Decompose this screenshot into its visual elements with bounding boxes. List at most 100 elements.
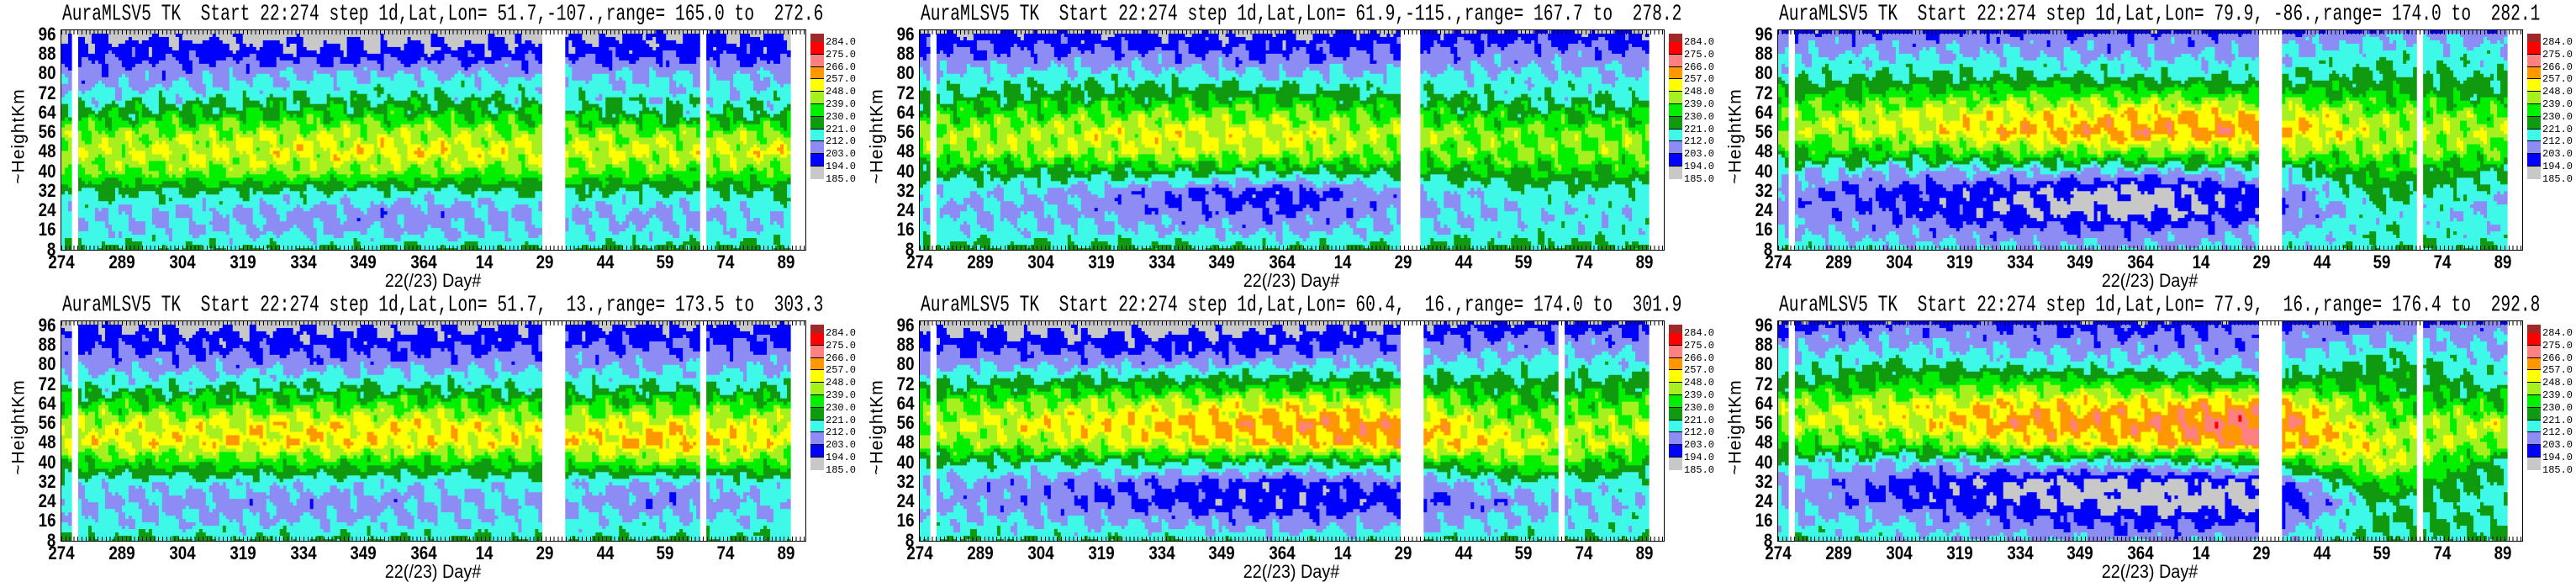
contour-cell: [538, 164, 542, 168]
contour-cell: [427, 137, 439, 142]
contour-cell: [1107, 66, 1119, 71]
contour-cell: [461, 235, 479, 239]
contour-cell: [296, 137, 304, 142]
contour-cell: [1622, 53, 1626, 58]
contour-cell: [582, 151, 593, 156]
contour-cell: [575, 110, 579, 115]
contour-cell: [736, 43, 741, 48]
contour-cell: [77, 97, 82, 102]
contour-cell: [242, 93, 247, 98]
contour-cell: [565, 208, 573, 212]
contour-cell: [720, 194, 731, 198]
colorbar-swatch: [810, 129, 824, 142]
contour-cell: [343, 235, 385, 239]
contour-cell: [780, 201, 788, 205]
contour-cell: [1343, 70, 1364, 75]
contour-cell: [333, 164, 341, 168]
contour-cell: [330, 93, 351, 98]
contour-cell: [1632, 100, 1650, 105]
contour-cell: [622, 221, 630, 225]
contour-cell: [491, 73, 536, 78]
contour-cell: [350, 97, 355, 102]
contour-cell: [582, 107, 593, 112]
contour-cell: [1067, 90, 1072, 95]
contour-cell: [652, 151, 657, 156]
contour-cell: [706, 73, 710, 78]
contour-cell: [61, 218, 72, 222]
contour-cell: [1168, 36, 1206, 41]
y-tick-label: 64: [38, 103, 55, 122]
contour-cell: [565, 43, 569, 48]
contour-cell: [296, 100, 301, 105]
contour-cell: [720, 56, 737, 61]
contour-cell: [424, 120, 429, 125]
contour-cell: [710, 110, 724, 115]
contour-cell: [716, 140, 727, 146]
contour-cell: [1477, 97, 1488, 102]
contour-cell: [340, 157, 351, 161]
contour-cell: [343, 188, 348, 192]
contour-cell: [1312, 33, 1331, 38]
contour-cell: [390, 93, 412, 98]
contour-cell: [609, 194, 623, 198]
contour-cell: [104, 177, 119, 182]
contour-cell: [434, 93, 449, 98]
contour-cell: [1390, 46, 1401, 51]
contour-cell: [649, 231, 653, 235]
contour-cell: [330, 151, 341, 156]
contour-cell: [1185, 100, 1193, 105]
contour-cell: [1168, 66, 1176, 71]
contour-cell: [1433, 43, 1441, 48]
contour-cell: [222, 214, 227, 219]
contour-cell: [1444, 70, 1465, 75]
contour-cell: [222, 188, 237, 192]
contour-cell: [1427, 50, 1431, 55]
contour-cell: [1185, 33, 1193, 38]
contour-cell: [484, 144, 489, 149]
contour-cell: [289, 114, 294, 119]
contour-cell: [763, 107, 771, 112]
contour-cell: [151, 147, 170, 152]
contour-cell: [578, 127, 589, 132]
contour-cell: [108, 228, 113, 232]
contour-cell: [114, 161, 123, 165]
contour-cell: [649, 164, 653, 168]
contour-cell: [990, 63, 1008, 68]
contour-cell: [1376, 97, 1387, 102]
contour-cell: [286, 40, 304, 45]
contour-cell: [923, 70, 931, 75]
contour-cell: [356, 188, 378, 192]
contour-cell: [1598, 70, 1616, 75]
contour-cell: [642, 188, 657, 192]
contour-cell: [370, 70, 378, 75]
contour-cell: [568, 33, 583, 38]
contour-cell: [676, 100, 680, 105]
contour-cell: [61, 43, 72, 48]
contour-cell: [195, 114, 203, 119]
contour-cell: [306, 120, 314, 125]
x-tick-label: 304: [169, 252, 195, 272]
contour-cell: [212, 144, 220, 149]
contour-cell: [252, 43, 264, 48]
contour-cell: [1030, 90, 1048, 95]
contour-cell: [61, 66, 69, 71]
contour-cell: [262, 110, 281, 115]
contour-cell: [172, 174, 177, 178]
contour-cell: [282, 134, 298, 139]
contour-cell: [242, 36, 288, 41]
contour-cell: [383, 90, 412, 95]
contour-cell: [1171, 87, 1190, 92]
contour-cell: [178, 40, 193, 45]
contour-cell: [131, 208, 153, 212]
contour-cell: [575, 191, 586, 195]
contour-cell: [1201, 63, 1220, 68]
contour-cell: [1531, 97, 1539, 102]
contour-cell: [716, 117, 731, 122]
contour-cell: [232, 161, 240, 165]
contour-cell: [343, 127, 351, 132]
contour-cell: [592, 120, 603, 125]
contour-cell: [572, 208, 583, 212]
contour-cell: [225, 171, 247, 175]
contour-cell: [135, 218, 153, 222]
contour-cell: [205, 161, 210, 165]
